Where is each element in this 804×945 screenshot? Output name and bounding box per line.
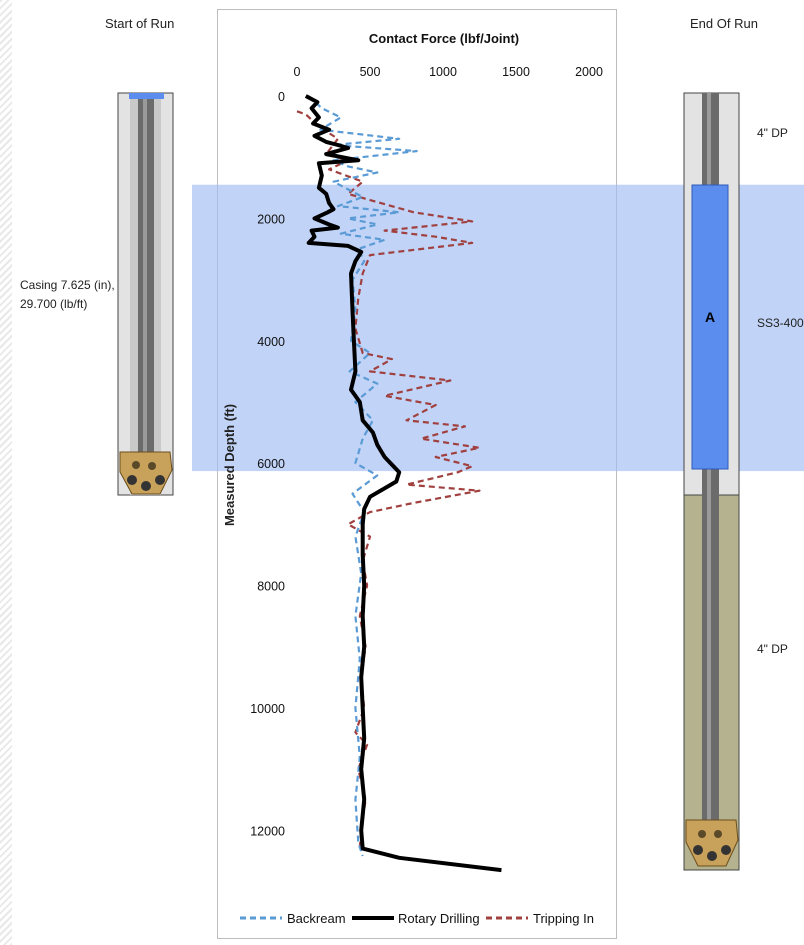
y-tick-label: 2000 xyxy=(257,212,285,226)
y-tick-label: 8000 xyxy=(257,580,285,594)
end-of-run-title: End Of Run xyxy=(690,16,758,31)
left-drillpipe-highlight xyxy=(143,99,147,459)
y-tick-label: 4000 xyxy=(257,335,285,349)
y-axis-label: Measured Depth (ft) xyxy=(222,404,237,526)
x-tick-label: 500 xyxy=(360,65,381,79)
legend-label-backream: Backream xyxy=(287,911,346,926)
legend-label-tripping-in: Tripping In xyxy=(533,911,594,926)
top-pipe-label: 4" DP xyxy=(757,126,788,140)
casing-label-line1: Casing 7.625 (in), xyxy=(20,278,115,292)
tool-label: SS3-400 xyxy=(757,316,804,330)
x-tick-label: 0 xyxy=(294,65,301,79)
end-of-run-schematic: A xyxy=(684,93,739,870)
y-tick-label: 12000 xyxy=(250,824,285,838)
y-tick-label: 10000 xyxy=(250,702,285,716)
start-of-run-title: Start of Run xyxy=(105,16,174,31)
x-tick-label: 1000 xyxy=(429,65,457,79)
y-tick-label: 6000 xyxy=(257,457,285,471)
x-axis-ticks: 0 500 1000 1500 2000 xyxy=(294,65,603,79)
x-tick-label: 2000 xyxy=(575,65,603,79)
left-top-cap xyxy=(129,93,164,99)
bottom-pipe-label: 4" DP xyxy=(757,642,788,656)
right-tool-body xyxy=(692,185,728,469)
y-tick-label: 0 xyxy=(278,90,285,104)
legend: Backream Rotary Drilling Tripping In xyxy=(240,911,594,926)
tool-letter: A xyxy=(705,309,715,325)
x-tick-label: 1500 xyxy=(502,65,530,79)
start-of-run-schematic xyxy=(118,93,173,495)
legend-label-rotary-drilling: Rotary Drilling xyxy=(398,911,480,926)
casing-label-line2: 29.700 (lb/ft) xyxy=(20,297,87,311)
chart-title: Contact Force (lbf/Joint) xyxy=(369,31,519,46)
